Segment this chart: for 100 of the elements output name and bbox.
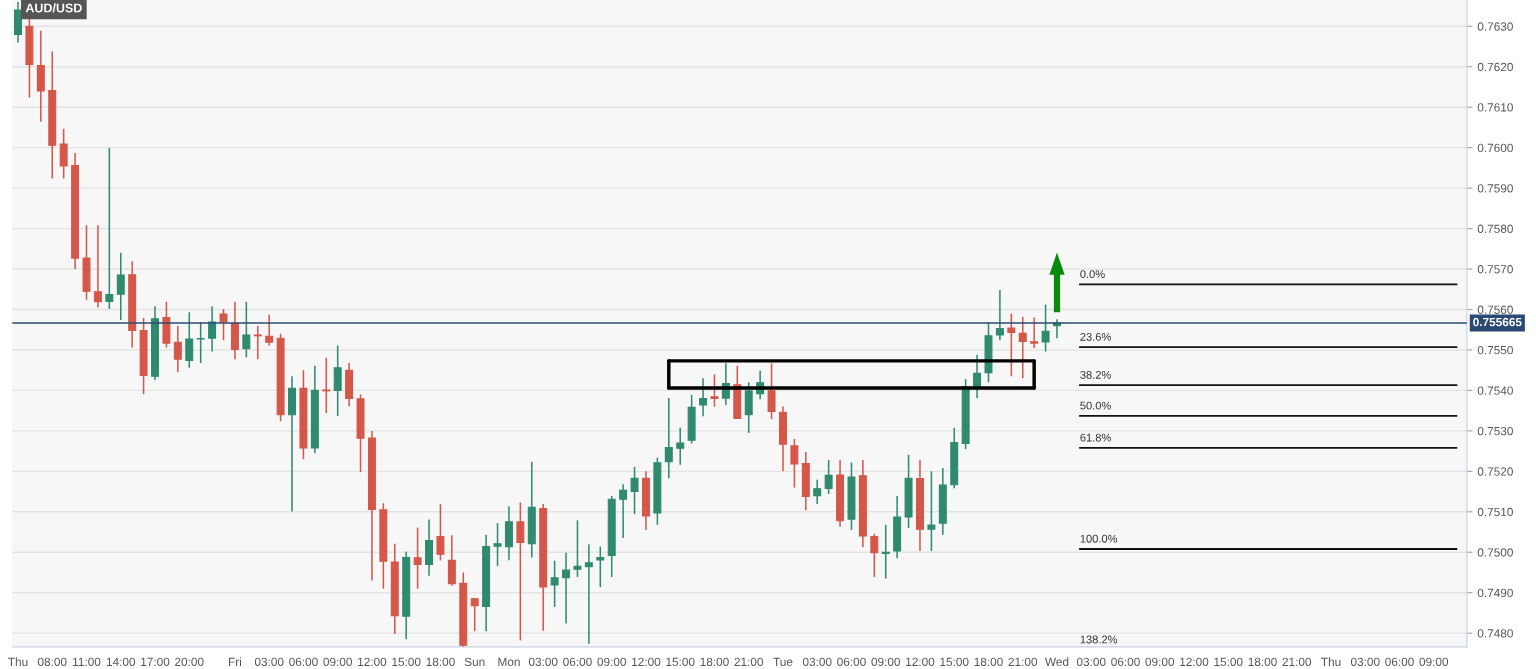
candlestick	[550, 559, 559, 608]
y-tick-label: 0.7540	[1477, 386, 1513, 395]
candlestick	[413, 526, 422, 590]
candlestick	[562, 551, 571, 625]
series-label: 0.0%	[1080, 270, 1105, 279]
x-tick-label: 06:00	[289, 657, 318, 667]
y-tick-label: 0.7600	[1477, 143, 1513, 153]
x-tick-label: 03:00	[1350, 657, 1380, 667]
candlestick	[436, 503, 445, 562]
x-tick-label: Wed	[1045, 657, 1069, 667]
candlestick	[93, 224, 102, 309]
x-tick-label: 18:00	[700, 657, 729, 667]
x-tick-label: Thu	[1321, 657, 1341, 667]
series-label: 50.0%	[1080, 401, 1111, 410]
candlestick	[1018, 316, 1027, 380]
x-tick-label: 08:00	[37, 657, 67, 667]
candlestick	[630, 466, 639, 515]
candlestick	[824, 459, 833, 495]
candlestick	[425, 518, 434, 577]
x-tick-label: 21:00	[734, 657, 764, 667]
candlestick	[265, 313, 274, 347]
x-tick-label: 09:00	[1419, 657, 1449, 667]
series-label: 38.2%	[1080, 370, 1111, 379]
y-tick-label: 0.7520	[1477, 467, 1513, 476]
x-tick-label: 06:00	[563, 657, 592, 667]
candlestick	[710, 373, 719, 408]
candlestick	[619, 483, 628, 539]
y-tick-label: 0.7570	[1477, 265, 1513, 274]
y-tick-label: 0.7550	[1477, 346, 1513, 355]
candlestick	[813, 479, 822, 505]
x-tick-label: Mon	[498, 657, 520, 667]
candlestick	[493, 522, 502, 567]
x-tick-label: 15:00	[1214, 657, 1243, 667]
series-label: 100.0%	[1080, 534, 1118, 543]
x-tick-label: 09:00	[323, 657, 352, 667]
x-tick-label: 12:00	[632, 657, 661, 667]
x-tick-label: 12:00	[1180, 657, 1209, 667]
candlestick	[322, 356, 331, 414]
x-tick-label: 12:00	[906, 657, 935, 667]
y-tick-label: 0.7580	[1477, 224, 1513, 233]
y-tick-label: 0.7620	[1477, 62, 1513, 72]
candlestick	[59, 127, 68, 180]
y-tick-label: 0.7510	[1477, 507, 1513, 517]
candlestick	[744, 381, 753, 434]
y-tick-label: 0.7490	[1477, 588, 1513, 598]
x-tick-label: 09:00	[597, 657, 627, 667]
y-tick-label: 0.7630	[1477, 22, 1513, 31]
candlestick	[573, 519, 582, 578]
x-tick-label: Tue	[773, 657, 793, 667]
candlestick	[253, 325, 262, 361]
candlestick	[333, 344, 342, 417]
candlestick	[242, 301, 251, 359]
y-tick-label: 0.7590	[1477, 184, 1513, 193]
series-label: 61.8%	[1080, 433, 1111, 442]
x-tick-label: 03:00	[528, 657, 558, 667]
chart-title: AUD/USD	[25, 3, 82, 13]
annotation: 138.2%	[1080, 635, 1118, 644]
candlestick	[790, 438, 799, 489]
x-tick-label: 14:00	[106, 657, 136, 667]
candlestick	[1007, 312, 1016, 378]
y-tick-label: 0.7560	[1477, 305, 1513, 314]
candlestick	[699, 377, 708, 418]
ref-line-label: 0.755665	[1473, 317, 1522, 327]
x-tick-label: Fri	[229, 657, 242, 666]
x-tick-label: 15:00	[940, 657, 969, 667]
candlestick	[995, 289, 1004, 342]
x-tick-label: 03:00	[802, 657, 832, 667]
x-tick-label: 18:00	[974, 657, 1003, 667]
x-tick-label: 15:00	[666, 657, 695, 667]
series-label: 23.6%	[1080, 332, 1111, 341]
candlestick	[1030, 316, 1039, 349]
x-tick-label: 18:00	[426, 657, 455, 667]
x-tick-label: 06:00	[1111, 657, 1140, 667]
y-tick-label: 0.7480	[1477, 629, 1513, 638]
candlestick	[664, 397, 673, 479]
candlestick	[881, 523, 890, 580]
y-tick-label: 0.7500	[1477, 548, 1513, 557]
x-tick-label: 21:00	[1008, 657, 1038, 667]
candlestick	[196, 321, 205, 364]
y-tick-label: 0.7610	[1477, 103, 1513, 112]
x-tick-label: 06:00	[837, 657, 866, 667]
candlestick	[447, 534, 456, 587]
candlestick	[185, 311, 194, 369]
x-tick-label: 06:00	[1385, 657, 1414, 667]
candlestick	[676, 426, 685, 466]
x-tick-label: Sun	[464, 657, 485, 667]
candlestick	[927, 470, 936, 552]
candlestick	[105, 146, 114, 310]
candlestick	[516, 501, 525, 642]
x-tick-label: 09:00	[871, 657, 901, 667]
x-tick-label: 15:00	[392, 657, 421, 667]
x-tick-label: 03:00	[254, 657, 284, 667]
candlestick	[208, 305, 217, 353]
candlestick	[116, 252, 125, 321]
x-tick-label: 09:00	[1145, 657, 1175, 667]
candlestick	[584, 543, 593, 645]
x-tick-label: Thu	[8, 657, 28, 667]
x-tick-label: 17:00	[141, 657, 170, 667]
candlestick	[767, 362, 776, 420]
candlestick	[219, 308, 228, 342]
